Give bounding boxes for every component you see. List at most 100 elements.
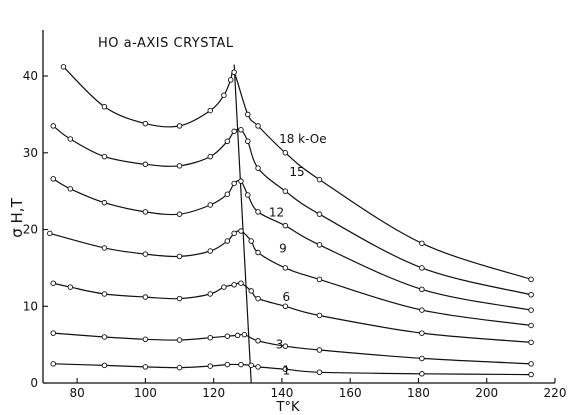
data-point [142, 294, 149, 300]
data-point [231, 128, 237, 135]
data-point [238, 228, 244, 234]
data-point [316, 369, 323, 376]
series-label: 15 [289, 165, 304, 179]
y-tick-label: 40 [23, 69, 38, 83]
data-point [142, 336, 149, 343]
data-point [528, 371, 534, 378]
data-point [419, 265, 425, 271]
data-point [221, 284, 227, 290]
y-tick-label: 30 [23, 146, 38, 160]
data-point [282, 343, 289, 349]
data-point [227, 77, 234, 83]
series-label: 12 [269, 206, 284, 220]
data-point [528, 292, 534, 298]
series-labels: 18 k-Oe 15 12 9 6 3 1 [269, 132, 327, 378]
data-point [248, 238, 254, 244]
data-point [101, 334, 108, 340]
x-tick-label: 80 [69, 386, 84, 400]
data-point [231, 282, 237, 288]
data-point [245, 192, 251, 198]
data-point [282, 265, 289, 271]
data-point [238, 127, 244, 133]
data-point [282, 222, 289, 229]
data-point [234, 332, 241, 339]
data-point [231, 180, 237, 187]
data-point [282, 303, 289, 310]
x-tick-label: 120 [202, 386, 225, 400]
data-point [224, 361, 231, 368]
data-point [207, 202, 214, 208]
data-point [316, 347, 323, 353]
x-tick-label: 100 [134, 386, 157, 400]
data-point [50, 280, 56, 286]
data-point [528, 361, 534, 367]
data-point [142, 161, 149, 168]
data-point [207, 334, 214, 341]
data-point [176, 295, 183, 302]
data-point [176, 253, 183, 260]
data-point [176, 123, 183, 129]
data-point [528, 322, 534, 329]
series-line [53, 282, 532, 343]
series-line [53, 363, 532, 376]
points [47, 64, 534, 378]
series-label: 6 [283, 290, 291, 304]
data-point [528, 339, 534, 346]
data-point [528, 307, 534, 313]
x-tick-label: 160 [339, 386, 362, 400]
data-point [419, 330, 425, 336]
series-line [52, 178, 532, 311]
data-point [50, 330, 56, 336]
x-tick-label: 220 [544, 386, 567, 400]
data-point [231, 230, 237, 237]
data-point [50, 123, 56, 129]
data-point [176, 211, 183, 217]
data-point [255, 123, 261, 129]
data-point [419, 240, 425, 247]
series-label: 9 [279, 242, 287, 256]
x-tick-label: 200 [475, 386, 498, 400]
data-point [47, 230, 53, 237]
data-point [60, 64, 67, 70]
chart-title: HO a-AXIS CRYSTAL [98, 36, 234, 51]
series-label: 18 k-Oe [279, 132, 327, 146]
data-point [142, 209, 149, 215]
data-point [255, 295, 261, 302]
data-point [101, 291, 108, 297]
x-axis-label: T°K [276, 400, 300, 415]
axes [42, 30, 555, 384]
series-line [52, 125, 532, 296]
series-line [49, 230, 532, 326]
data-point [50, 361, 56, 367]
data-point [238, 178, 244, 184]
data-point [67, 136, 74, 142]
data-point [224, 238, 231, 244]
peak-line [233, 64, 252, 384]
y-tick-label: 10 [23, 299, 38, 313]
data-point [142, 251, 149, 257]
data-point [101, 245, 108, 251]
data-point [316, 176, 323, 183]
data-point [224, 333, 231, 339]
data-point [67, 284, 74, 290]
data-point [316, 242, 323, 248]
data-point [419, 371, 425, 377]
data-point [231, 69, 237, 75]
data-point [207, 153, 214, 160]
data-point [142, 120, 149, 127]
data-point [419, 286, 425, 293]
data-point [207, 291, 214, 297]
data-point [238, 361, 244, 368]
data-point [207, 248, 214, 254]
series-label: 1 [283, 364, 291, 378]
ticks: 80 100 120 140 160 180 200 220 0 10 20 30 40 [23, 69, 567, 400]
data-point [245, 111, 251, 118]
data-point [176, 163, 183, 169]
data-point [207, 363, 214, 369]
series-line [53, 332, 532, 365]
data-point [316, 312, 323, 319]
data-point [142, 364, 149, 370]
data-point [101, 153, 108, 160]
data-point [419, 355, 425, 362]
data-point [238, 280, 244, 286]
